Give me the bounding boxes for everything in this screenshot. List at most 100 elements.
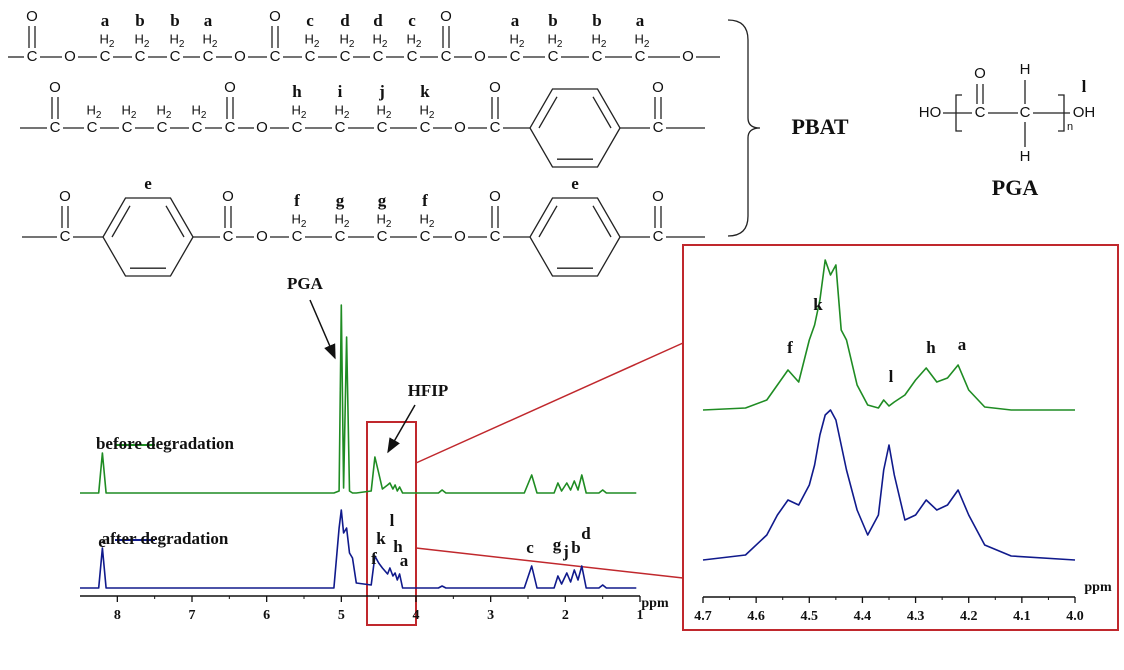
peak-label: g [553,535,562,554]
atom: C [87,119,98,136]
site-label: e [144,174,152,193]
atom: C [407,48,418,65]
atom: C [203,48,214,65]
site-label: b [170,11,179,30]
x-tick-label: 8 [114,608,121,623]
x-axis-label: ppm [1084,580,1112,595]
spectrum-line [80,509,637,589]
carbonyl-oxygen: O [224,79,236,96]
bracket [1058,94,1065,132]
site-label: k [420,82,430,101]
hydrogen: H2 [420,102,435,120]
spectrum-line [702,259,1075,411]
carbonyl-oxygen: O [222,188,234,205]
site-label: b [592,11,601,30]
carbonyl-oxygen: O [26,8,38,25]
atom: C [377,228,388,245]
site-label: h [292,82,302,101]
peak-label: k [376,529,386,548]
site-label: b [135,11,144,30]
carbonyl-oxygen: O [652,188,664,205]
carbonyl-oxygen: O [59,188,71,205]
atom: O [256,119,268,136]
pga-n: n [1067,121,1073,133]
ring-double-bond [538,96,558,129]
peak-label: f [787,338,793,357]
atom: O [234,48,246,65]
hydrogen: H2 [335,211,350,229]
x-axis-label: ppm [641,596,669,611]
pbat-label: PBAT [791,114,848,139]
atom: C [510,48,521,65]
pga-c: C [1020,104,1031,121]
brace [727,19,761,237]
atom: C [60,228,71,245]
hydrogen: H2 [407,31,422,49]
peak-label: PGA [287,274,324,293]
ring-double-bond [538,205,558,238]
hydrogen: H2 [373,31,388,49]
site-label: i [338,82,343,101]
x-tick-label: 4.7 [694,609,712,624]
hydrogen: H2 [87,102,102,120]
atom: O [64,48,76,65]
atom: C [441,48,452,65]
hydrogen: H2 [592,31,607,49]
x-tick-label: 4.4 [854,609,872,624]
atom: C [170,48,181,65]
atom: C [335,119,346,136]
peak-label: a [958,335,967,354]
pga-label: PGA [992,175,1039,200]
atom: C [270,48,281,65]
atom: C [225,119,236,136]
benzene-ring [102,197,194,277]
site-label: j [378,82,385,101]
hydrogen: H2 [340,31,355,49]
hydrogen: H2 [377,211,392,229]
atom: C [377,119,388,136]
atom: O [256,228,268,245]
x-tick-label: 6 [263,608,270,623]
hydrogen: H2 [548,31,563,49]
atom: C [653,228,664,245]
peak-label: e [98,532,106,551]
peak-label: j [562,542,569,561]
hydrogen: H2 [305,31,320,49]
x-tick-label: 4.1 [1013,609,1031,624]
ring-double-bond [592,96,612,129]
hydrogen: H2 [135,31,150,49]
hydrogen: H2 [170,31,185,49]
pga-c: C [975,104,986,121]
bracket [955,94,962,132]
x-tick-label: 4.0 [1066,609,1084,624]
atom: C [548,48,559,65]
site-label: c [306,11,314,30]
site-label: b [548,11,557,30]
atom: C [223,228,234,245]
atom: O [454,119,466,136]
site-label: l [1082,77,1087,96]
carbonyl-oxygen: O [652,79,664,96]
site-label: e [571,174,579,193]
pga-h: H [1020,61,1031,78]
carbonyl-oxygen: O [489,188,501,205]
atom: C [653,119,664,136]
carbonyl-oxygen: O [440,8,452,25]
x-tick-label: 3 [487,608,494,623]
x-tick-label: 7 [189,608,196,623]
peak-label: k [813,295,823,314]
peak-label: l [390,511,395,530]
site-label: f [294,191,300,210]
peak-label: HFIP [408,381,449,400]
atom: C [157,119,168,136]
arrow [309,299,336,360]
spectrum-line [80,304,637,494]
site-label: a [511,11,520,30]
atom: C [335,228,346,245]
ring-double-bond [111,205,131,238]
peak-label: b [571,538,580,557]
x-tick-label: 4 [413,608,420,623]
zoom-connector [415,342,684,464]
x-tick-label: 4.2 [960,609,978,624]
